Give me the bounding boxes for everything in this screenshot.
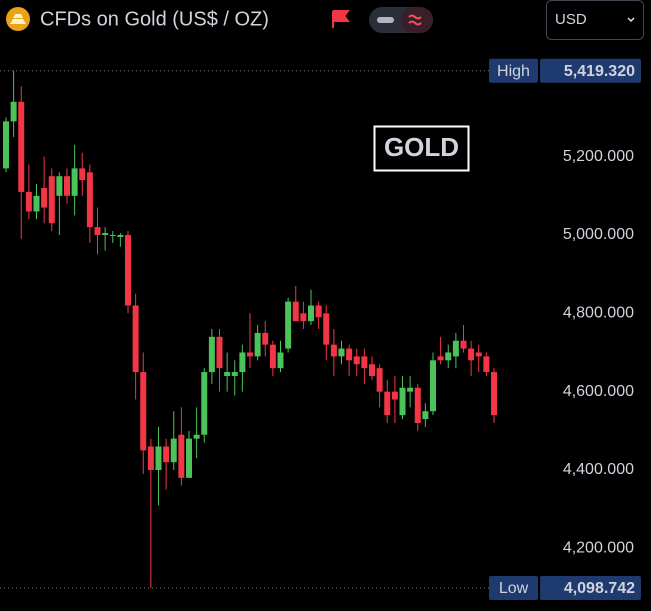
candle-body <box>10 101 17 122</box>
candle-body <box>3 121 9 169</box>
flag-icon[interactable] <box>332 10 351 28</box>
candle-body <box>468 348 475 361</box>
candle-body <box>300 313 307 322</box>
candle-body <box>292 301 299 322</box>
candle-body <box>407 387 414 392</box>
candle-body <box>125 234 131 306</box>
candle-body <box>361 356 368 369</box>
candle-body <box>353 356 360 365</box>
y-tick-label: 4,400.000 <box>563 461 634 478</box>
candle-body <box>132 305 139 373</box>
candle-body <box>224 372 231 376</box>
y-tick-label: 5,200.000 <box>563 148 634 165</box>
symbol-title: CFDs on Gold (US$ / OZ) <box>40 8 269 30</box>
candle-body <box>330 344 337 357</box>
candle-body <box>18 101 25 192</box>
marker-value: 5,419.320 <box>564 63 635 80</box>
candle-body <box>86 172 93 228</box>
candle-body <box>285 301 292 349</box>
marker-tag <box>489 575 538 600</box>
candle-body <box>163 446 170 463</box>
candle-body <box>323 313 330 345</box>
symbol-icon-bars <box>10 14 26 24</box>
candle-body <box>338 348 345 357</box>
annotation: GOLD <box>384 132 459 162</box>
marker-box <box>540 575 641 600</box>
candle-body <box>25 191 32 212</box>
candle-body <box>231 372 238 376</box>
annotation-box <box>373 125 470 172</box>
candle-body <box>117 234 124 237</box>
candle-body <box>94 227 101 235</box>
candle-body <box>277 352 284 369</box>
marker-text: High <box>497 63 530 80</box>
candle-body <box>491 372 497 416</box>
chevron <box>627 17 635 23</box>
candle-body <box>216 336 223 369</box>
candle-body <box>262 332 269 345</box>
candle-body <box>308 305 314 322</box>
toggle-right[interactable] <box>401 7 433 33</box>
candle-body <box>155 446 162 470</box>
currency-label: USD <box>555 11 587 28</box>
candle-body <box>445 352 452 361</box>
marker-tag <box>489 58 538 83</box>
candle-body <box>178 434 185 478</box>
y-tick-label: 5,000.000 <box>563 226 634 243</box>
y-tick-label: 4,600.000 <box>563 383 634 400</box>
candle-body <box>460 340 467 349</box>
candle-body <box>414 387 421 423</box>
candle-body <box>71 168 78 196</box>
candle-body <box>56 176 63 196</box>
candle-body <box>430 360 436 412</box>
candle-body <box>147 446 154 470</box>
toggle-icon <box>408 14 422 26</box>
marker-text: Low <box>499 580 529 597</box>
candle-body <box>315 305 322 318</box>
y-tick-label: 4,800.000 <box>563 305 634 322</box>
candle-body <box>369 364 375 376</box>
candle-body <box>452 340 459 357</box>
candle-body <box>346 348 353 361</box>
candle-body <box>48 176 55 224</box>
candle-body <box>269 344 276 369</box>
marker-box <box>540 58 641 83</box>
candle-body <box>247 352 253 357</box>
candle-body <box>140 372 147 451</box>
y-tick-label: 4,200.000 <box>563 540 634 557</box>
candle-body <box>109 234 116 236</box>
candle-body <box>391 391 398 400</box>
candle-body <box>475 352 482 357</box>
candle-body <box>254 332 261 357</box>
currency-select[interactable] <box>546 0 644 40</box>
toggle-left[interactable] <box>377 17 394 23</box>
candle-body <box>483 356 490 373</box>
candle-body <box>201 372 208 435</box>
candle-body <box>239 352 246 373</box>
candle-body <box>399 387 406 416</box>
candle-body <box>64 176 70 196</box>
candle-body <box>437 356 444 361</box>
candle-body <box>33 195 40 212</box>
marker-value: 4,098.742 <box>564 580 635 597</box>
candle-body <box>208 336 215 373</box>
candle-body <box>384 391 391 416</box>
candle-body <box>79 168 86 181</box>
candle-body <box>376 368 383 392</box>
candle-body <box>41 187 48 208</box>
candle-body <box>193 434 200 439</box>
candle-body <box>422 411 429 420</box>
candle-body <box>186 438 192 478</box>
candle-body <box>102 233 109 235</box>
candle-body <box>170 438 177 463</box>
